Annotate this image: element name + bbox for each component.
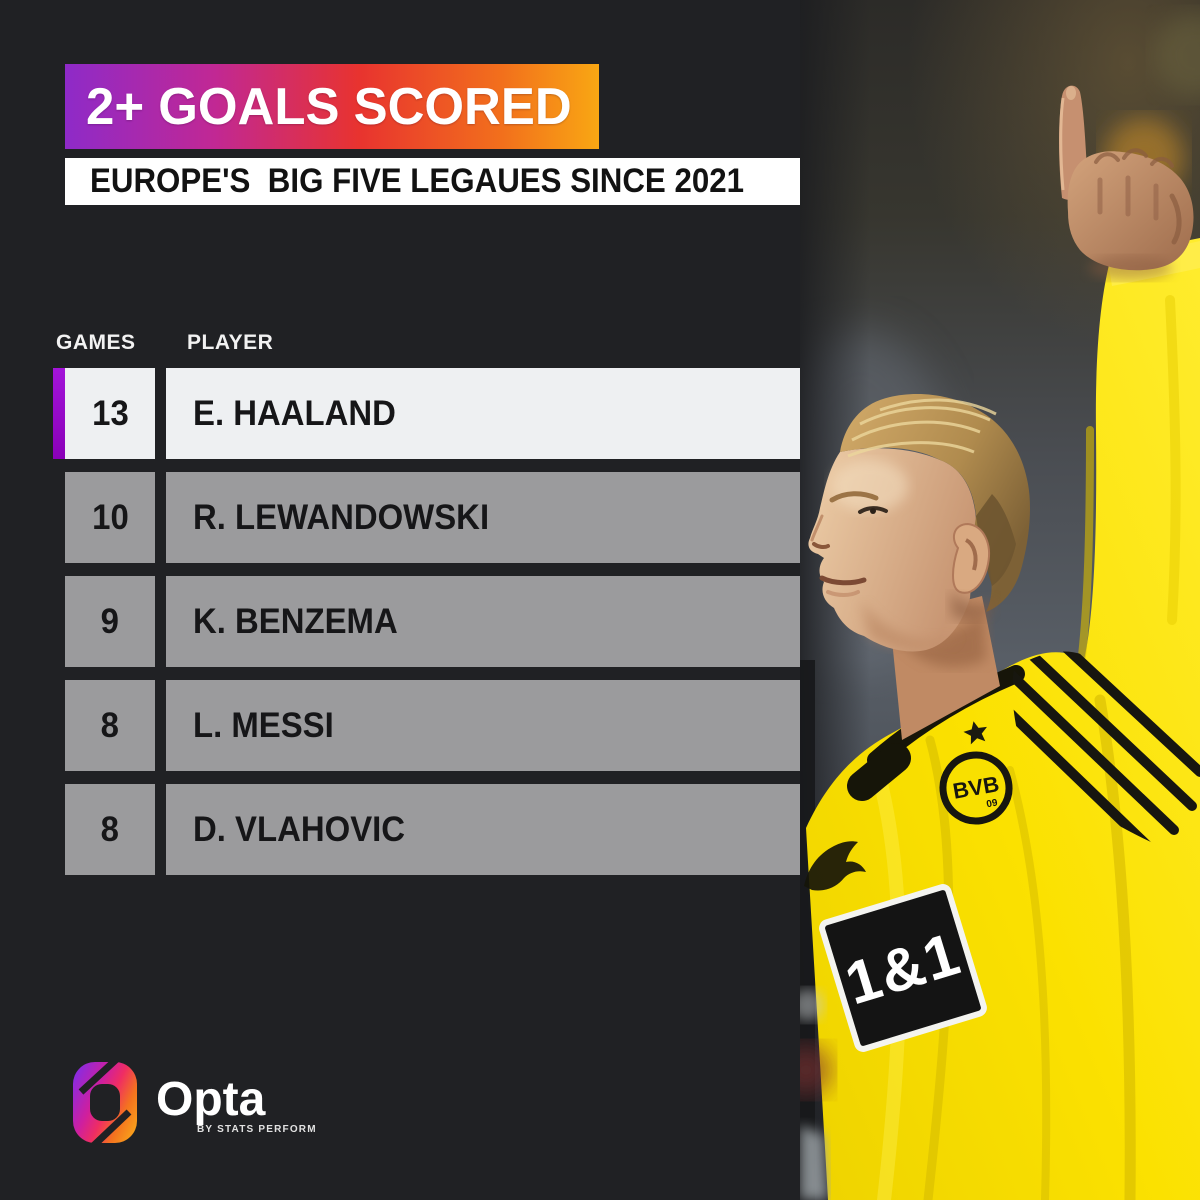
opta-logo-icon: [73, 1062, 137, 1143]
sponsor-badge: 1&1: [819, 884, 987, 1052]
player-name: R. LEWANDOWSKI: [193, 497, 490, 537]
row-accent-bar: [53, 784, 65, 875]
stats-table-rows: 13 E. HAALAND 10 R. LEWANDOWSKI 9 K. BEN…: [53, 368, 800, 888]
puma-logo-icon: [804, 841, 866, 891]
player-head: [808, 394, 1030, 652]
player-cell: D. VLAHOVIC: [166, 784, 800, 875]
row-accent-bar: [53, 576, 65, 667]
games-cell: 10: [65, 472, 155, 563]
pointing-hand: [1059, 85, 1194, 280]
crest-number: 09: [986, 798, 999, 811]
cell-gap: [155, 472, 166, 563]
photo-edge-blurs: [800, 989, 832, 1200]
games-value: 8: [100, 705, 120, 745]
games-value: 9: [100, 601, 120, 641]
opta-wordmark: Opta: [156, 1073, 266, 1126]
table-row: 13 E. HAALAND: [53, 368, 800, 459]
cell-gap: [155, 680, 166, 771]
row-accent-bar: [53, 368, 65, 459]
subtitle-bar: EUROPE'S BIG FIVE LEGAUES SINCE 2021: [65, 158, 818, 205]
player-name: L. MESSI: [193, 705, 334, 745]
headline-banner: 2+ GOALS SCORED: [65, 64, 599, 149]
player-name: K. BENZEMA: [193, 601, 398, 641]
bvb-crest-icon: BVB 09: [939, 751, 1013, 825]
row-accent-bar: [53, 680, 65, 771]
games-cell: 8: [65, 784, 155, 875]
games-value: 13: [91, 393, 129, 433]
bokeh-light-yellow: [1154, 13, 1200, 97]
games-cell: 9: [65, 576, 155, 667]
games-value: 10: [91, 497, 129, 537]
cell-gap: [155, 368, 166, 459]
table-row: 10 R. LEWANDOWSKI: [53, 472, 800, 563]
cell-gap: [155, 784, 166, 875]
games-value: 8: [100, 809, 120, 849]
player-cell: L. MESSI: [166, 680, 800, 771]
player-name: D. VLAHOVIC: [193, 809, 406, 849]
crest-star-icon: [963, 721, 987, 745]
opta-tagline: BY STATS PERFORM: [197, 1124, 317, 1135]
player-name: E. HAALAND: [193, 393, 396, 433]
subtitle-text: EUROPE'S BIG FIVE LEGAUES SINCE 2021: [90, 162, 745, 200]
row-accent-bar: [53, 472, 65, 563]
hair-strands: [847, 398, 997, 458]
headline-text: 2+ GOALS SCORED: [86, 77, 572, 136]
player-photo: BVB 09 1&1: [800, 0, 1200, 1200]
column-header-games: GAMES: [56, 331, 136, 354]
hand-details: [1094, 148, 1182, 245]
table-row: 8 D. VLAHOVIC: [53, 784, 800, 875]
player-ear: [952, 522, 990, 594]
table-row: 9 K. BENZEMA: [53, 576, 800, 667]
player-cell: K. BENZEMA: [166, 576, 800, 667]
column-header-player: PLAYER: [187, 331, 274, 354]
table-row: 8 L. MESSI: [53, 680, 800, 771]
player-cell: E. HAALAND: [166, 368, 800, 459]
games-cell: 13: [65, 368, 155, 459]
haaland-figure: BVB 09 1&1: [800, 85, 1200, 1200]
games-cell: 8: [65, 680, 155, 771]
player-cell: R. LEWANDOWSKI: [166, 472, 800, 563]
cell-gap: [155, 576, 166, 667]
